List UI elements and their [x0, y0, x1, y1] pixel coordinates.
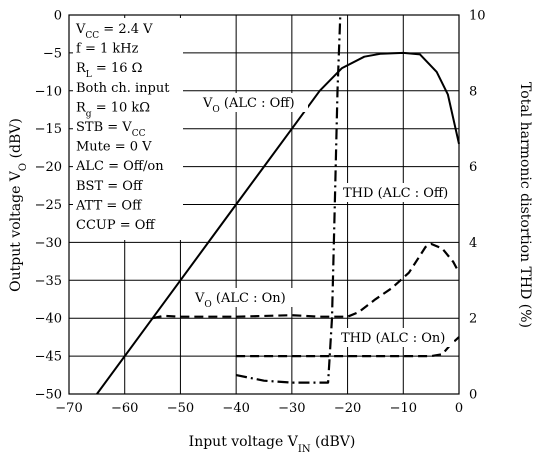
- x-tick-label: −60: [111, 401, 138, 416]
- series-label-background: [200, 93, 308, 112]
- series-line-v-o-alc-off-: [96, 51, 460, 395]
- y-right-tick-label: 0: [469, 388, 477, 403]
- x-tick-label: −30: [278, 401, 305, 416]
- y-right-tick-label: 4: [469, 236, 477, 251]
- condition-line: RL = 16 Ω: [76, 61, 142, 80]
- series-line-thd-alc-off-: [235, 14, 342, 384]
- series-label-background: [340, 183, 456, 202]
- x-tick-label: −50: [167, 401, 194, 416]
- y-right-tick-label: 10: [469, 9, 486, 24]
- conditions-box-background: [73, 18, 183, 240]
- x-tick-label: 0: [455, 401, 463, 416]
- y-right-tick-label: 6: [469, 160, 477, 175]
- y-left-tick-label: −10: [35, 84, 62, 99]
- y-right-tick-label: 2: [469, 312, 477, 327]
- series-label-background: [338, 328, 454, 347]
- y-left-tick-label: −45: [35, 350, 62, 365]
- condition-line: Rg = 10 kΩ: [76, 100, 150, 119]
- y-left-tick-label: −25: [35, 198, 62, 213]
- y-left-tick-label: 0: [54, 9, 62, 24]
- condition-line: VCC = 2.4 V: [75, 22, 153, 41]
- condition-line: ATT = Off: [75, 198, 143, 213]
- y-left-tick-labels: −50−45−40−35−30−25−20−15−10−50: [35, 9, 62, 403]
- series-label: THD (ALC : Off): [343, 186, 448, 201]
- series-label: VO (ALC : On): [194, 291, 286, 310]
- y-left-tick-label: −30: [35, 236, 62, 251]
- y-right-axis-title: Total harmonic distortion THD (%): [517, 82, 533, 328]
- y-left-tick-label: −15: [35, 122, 62, 137]
- y-left-tick-label: −35: [35, 274, 62, 289]
- x-tick-label: −70: [55, 401, 82, 416]
- y-right-tick-label: 8: [469, 84, 477, 99]
- condition-line: ALC = Off/on: [75, 159, 164, 174]
- condition-line: Mute = 0 V: [76, 140, 152, 155]
- x-tick-label: −40: [222, 401, 249, 416]
- condition-line: CCUP = Off: [76, 218, 156, 233]
- y-left-axis-title: Output voltage VO (dBV): [8, 118, 29, 292]
- y-right-tick-labels: 0 2 4 6 8 10: [469, 9, 486, 403]
- series-line-v-o-alc-on-: [152, 242, 460, 320]
- condition-line: Both ch. input: [76, 81, 170, 96]
- condition-line: f = 1 kHz: [76, 42, 139, 57]
- y-left-tick-label: −20: [35, 160, 62, 175]
- series-labels: VO (ALC : Off) VO (ALC : On) THD (ALC : Of…: [192, 93, 456, 347]
- x-tick-label: −10: [390, 401, 417, 416]
- y-left-tick-label: −40: [35, 312, 62, 327]
- y-left-tick-label: −5: [43, 46, 62, 61]
- series-label: VO (ALC : Off): [202, 96, 295, 115]
- series-label-background: [192, 288, 296, 307]
- x-tick-labels: −70 −60 −50 −40 −30 −20 −10 0: [55, 401, 463, 416]
- series-label: THD (ALC : On): [341, 331, 445, 346]
- condition-line: STB = VCC: [76, 120, 146, 139]
- x-axis-title: Input voltage VIN (dBV): [189, 434, 356, 455]
- x-tick-label: −20: [334, 401, 361, 416]
- y-left-tick-label: −50: [35, 388, 62, 403]
- condition-line: BST = Off: [76, 179, 144, 194]
